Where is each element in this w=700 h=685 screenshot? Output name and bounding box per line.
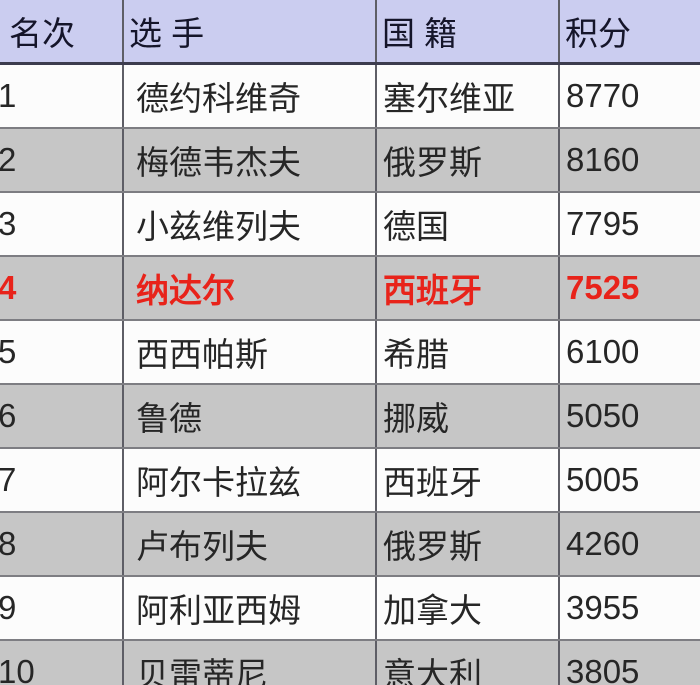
table-row-highlighted: 4 纳达尔 西班牙 7525 (0, 255, 700, 321)
player-cell: 小兹维列夫 (122, 191, 377, 257)
header-rank: 名次 (0, 0, 124, 65)
rank-cell: 8 (0, 511, 124, 577)
header-country: 国 籍 (375, 0, 560, 65)
points-cell: 7525 (558, 255, 700, 321)
points-cell: 8160 (558, 127, 700, 193)
header-points: 积分 (558, 0, 700, 65)
table-row: 9 阿利亚西姆 加拿大 3955 (0, 575, 700, 641)
points-cell: 3805 (558, 639, 700, 685)
rank-cell: 2 (0, 127, 124, 193)
rank-cell: 7 (0, 447, 124, 513)
country-cell: 意大利 (375, 639, 560, 685)
rank-cell: 1 (0, 62, 124, 129)
points-cell: 3955 (558, 575, 700, 641)
table-row: 6 鲁德 挪威 5050 (0, 383, 700, 449)
player-cell: 阿利亚西姆 (122, 575, 377, 641)
rank-cell: 3 (0, 191, 124, 257)
country-cell: 俄罗斯 (375, 127, 560, 193)
player-cell: 阿尔卡拉兹 (122, 447, 377, 513)
rank-cell: 9 (0, 575, 124, 641)
country-cell: 西班牙 (375, 447, 560, 513)
country-cell: 塞尔维亚 (375, 62, 560, 129)
table-row: 5 西西帕斯 希腊 6100 (0, 319, 700, 385)
player-cell: 卢布列夫 (122, 511, 377, 577)
header-player: 选 手 (122, 0, 377, 65)
country-cell: 加拿大 (375, 575, 560, 641)
player-cell: 鲁德 (122, 383, 377, 449)
points-cell: 6100 (558, 319, 700, 385)
player-cell: 梅德韦杰夫 (122, 127, 377, 193)
table-row: 2 梅德韦杰夫 俄罗斯 8160 (0, 127, 700, 193)
player-cell: 贝雷蒂尼 (122, 639, 377, 685)
table-header-row: 名次 选 手 国 籍 积分 (0, 0, 700, 65)
points-cell: 5050 (558, 383, 700, 449)
points-cell: 5005 (558, 447, 700, 513)
country-cell: 德国 (375, 191, 560, 257)
table-row: 7 阿尔卡拉兹 西班牙 5005 (0, 447, 700, 513)
country-cell: 西班牙 (375, 255, 560, 321)
player-cell: 德约科维奇 (122, 62, 377, 129)
player-cell: 西西帕斯 (122, 319, 377, 385)
table-row: 8 卢布列夫 俄罗斯 4260 (0, 511, 700, 577)
rank-cell: 5 (0, 319, 124, 385)
player-cell: 纳达尔 (122, 255, 377, 321)
points-cell: 8770 (558, 62, 700, 129)
table-row: 1 德约科维奇 塞尔维亚 8770 (0, 62, 700, 129)
country-cell: 俄罗斯 (375, 511, 560, 577)
points-cell: 7795 (558, 191, 700, 257)
table-row: 10 贝雷蒂尼 意大利 3805 (0, 639, 700, 685)
points-cell: 4260 (558, 511, 700, 577)
rank-cell: 4 (0, 255, 124, 321)
table-row: 3 小兹维列夫 德国 7795 (0, 191, 700, 257)
country-cell: 希腊 (375, 319, 560, 385)
country-cell: 挪威 (375, 383, 560, 449)
rank-cell: 6 (0, 383, 124, 449)
rank-cell: 10 (0, 639, 124, 685)
